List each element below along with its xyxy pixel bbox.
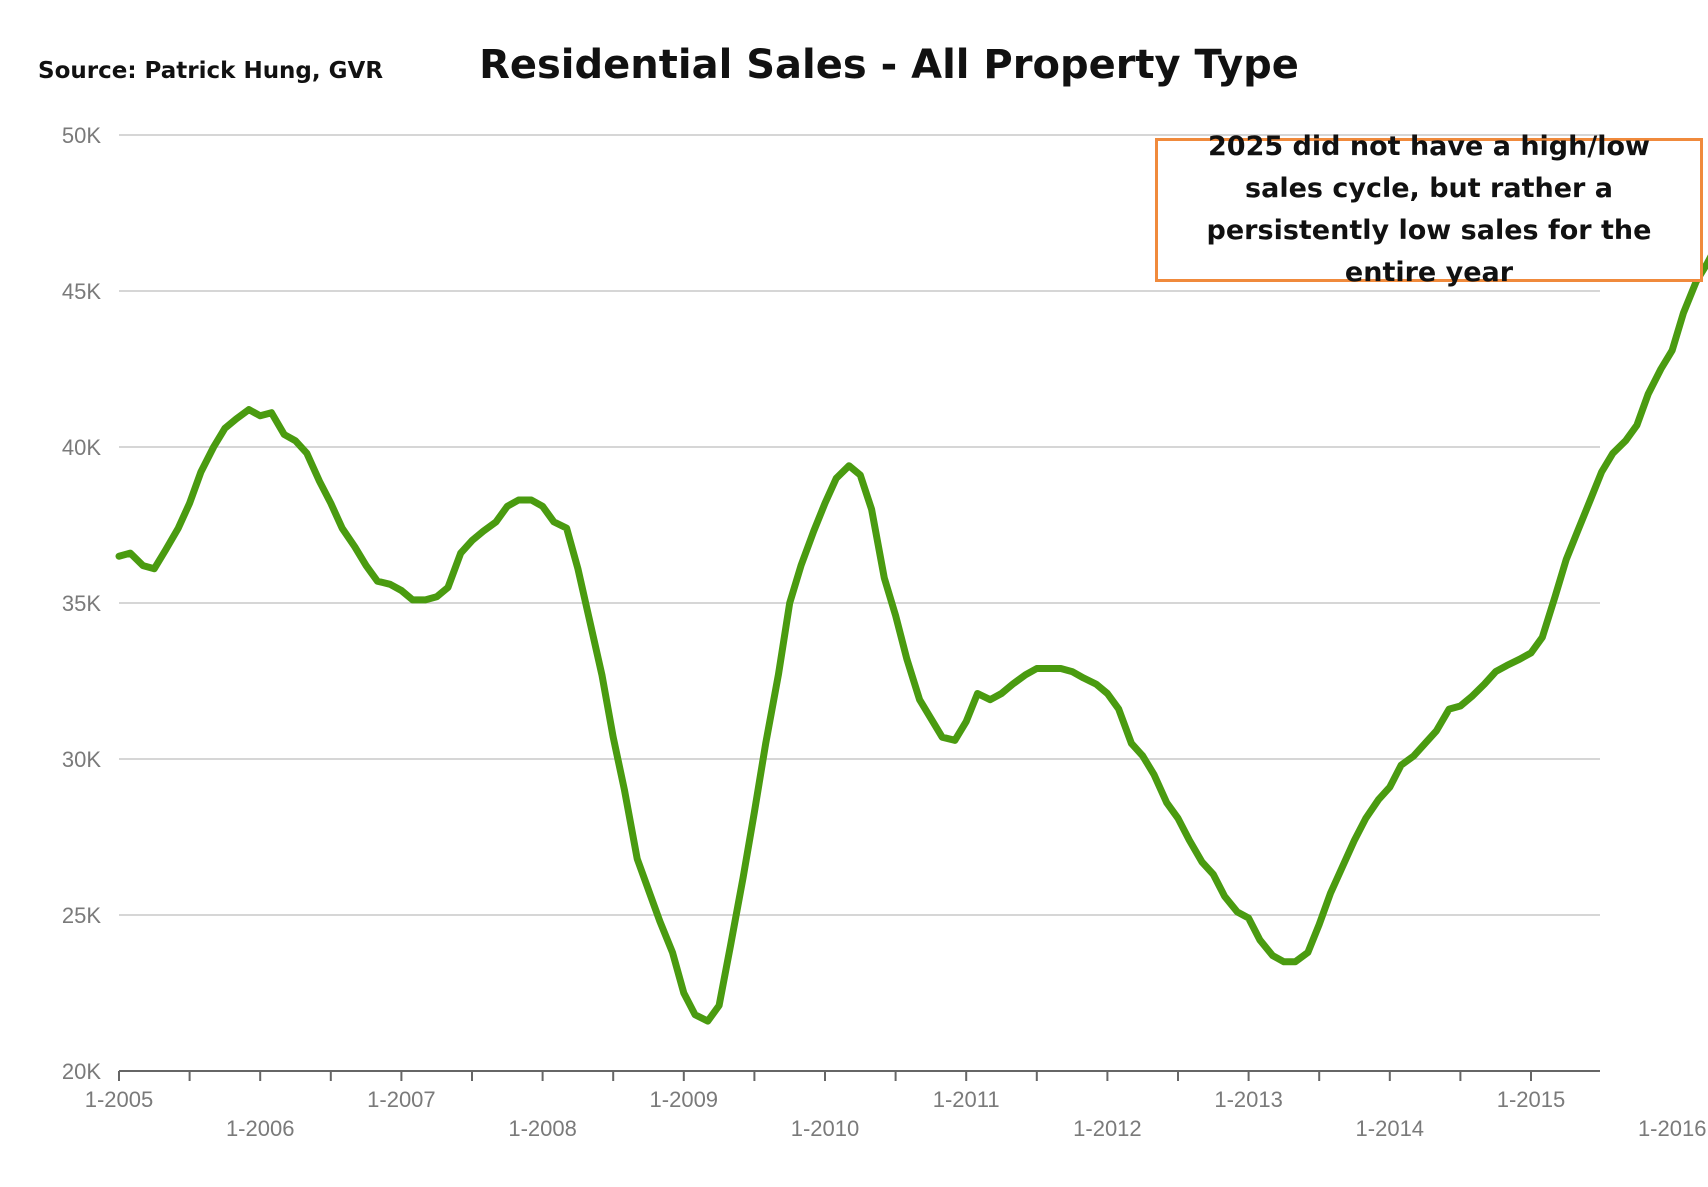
x-tick-label: 1-2015 bbox=[1497, 1087, 1566, 1112]
x-tick-label: 1-2008 bbox=[508, 1116, 577, 1141]
x-tick-label: 1-2012 bbox=[1073, 1116, 1142, 1141]
x-tick-label: 1-2011 bbox=[933, 1087, 1000, 1112]
series-line bbox=[115, 254, 1708, 1025]
annotation-box: 2025 did not have a high/low sales cycle… bbox=[1155, 131, 1703, 288]
y-tick-label: 25K bbox=[62, 903, 101, 928]
x-tick-label: 1-2014 bbox=[1356, 1116, 1425, 1141]
x-tick-label: 1-2009 bbox=[650, 1087, 719, 1112]
chart-title: Residential Sales - All Property Type bbox=[479, 42, 1299, 88]
x-tick-label: 1-2005 bbox=[85, 1087, 154, 1112]
y-tick-label: 45K bbox=[62, 279, 101, 304]
x-tick-label: 1-2010 bbox=[791, 1116, 860, 1141]
x-tick-label: 1-2006 bbox=[226, 1116, 295, 1141]
y-tick-label: 40K bbox=[62, 435, 101, 460]
y-tick-label: 35K bbox=[62, 591, 101, 616]
x-tick-label: 1-2007 bbox=[367, 1087, 436, 1112]
x-tick-label: 1-2013 bbox=[1214, 1087, 1283, 1112]
source-label: Source: Patrick Hung, GVR bbox=[38, 58, 384, 84]
y-tick-label: 20K bbox=[62, 1059, 101, 1084]
y-tick-label: 50K bbox=[62, 123, 101, 148]
x-tick-label: 1-2016 bbox=[1638, 1116, 1707, 1141]
y-tick-label: 30K bbox=[62, 747, 101, 772]
